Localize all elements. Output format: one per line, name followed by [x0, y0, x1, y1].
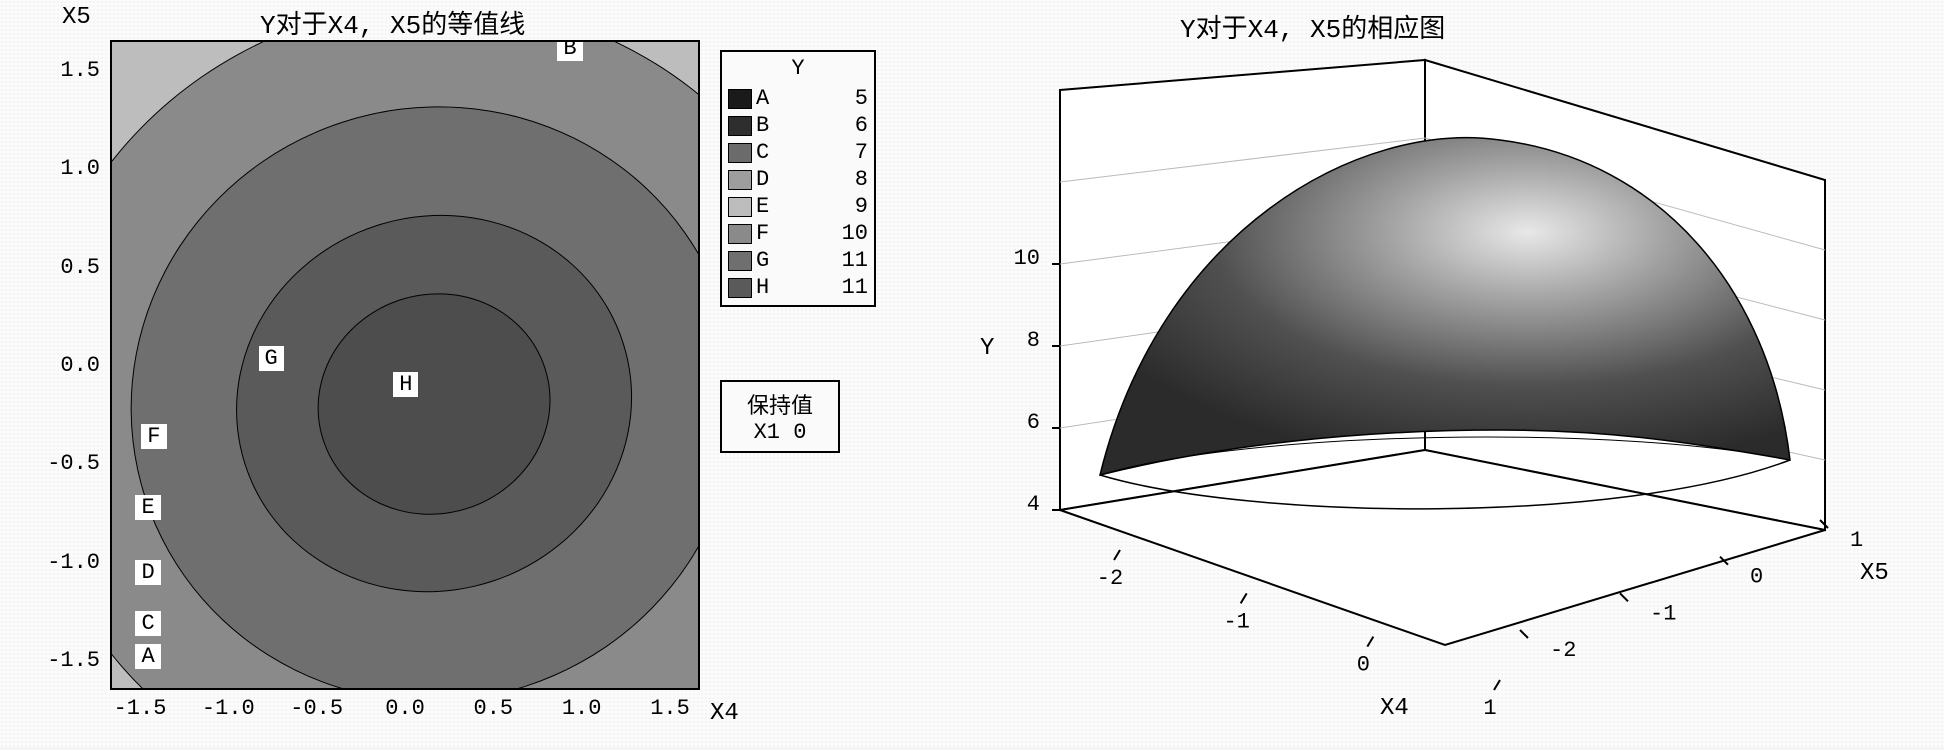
svg-text:0: 0 [1750, 565, 1763, 590]
legend-swatch [728, 116, 752, 136]
legend-letter: B [756, 113, 776, 138]
legend-swatch [728, 143, 752, 163]
contour-band-label-F: F [141, 424, 166, 449]
contour-xtick: 0.0 [375, 696, 435, 721]
contour-plot-area: A B C D E F G H [110, 40, 700, 690]
legend-value: 9 [776, 194, 868, 219]
contour-xtick: -1.0 [198, 696, 258, 721]
svg-text:4: 4 [1027, 492, 1040, 517]
svg-text:0: 0 [1357, 653, 1370, 678]
legend-swatch [728, 251, 752, 271]
legend-title: Y [728, 56, 868, 81]
contour-band-label-A: A [135, 644, 160, 669]
surface-x5-label: X5 [1860, 560, 1889, 587]
legend-value: 6 [776, 113, 868, 138]
hold-value: X1 0 [732, 420, 828, 445]
x-axis-label-contour: X4 [710, 700, 739, 727]
surface-y-label: Y [980, 335, 994, 362]
contour-ytick: 1.5 [20, 58, 100, 83]
legend-swatch [728, 170, 752, 190]
svg-text:-1: -1 [1650, 601, 1676, 626]
svg-text:1: 1 [1850, 528, 1863, 553]
surface-x4-label: X4 [1380, 695, 1409, 722]
hold-values-box: 保持值 X1 0 [720, 380, 840, 453]
legend-letter: E [756, 194, 776, 219]
legend-value: 7 [776, 140, 868, 165]
legend-letter: C [756, 140, 776, 165]
contour-band-label-G: G [259, 346, 284, 371]
legend-row-G: G11 [728, 247, 868, 274]
legend-letter: A [756, 86, 776, 111]
contour-band-label-C: C [135, 611, 160, 636]
legend-swatch [728, 224, 752, 244]
surface-plot: 4 6 8 10 -2 -1 0 1 -2 -1 0 1 [900, 30, 1944, 750]
legend-value: 5 [776, 86, 868, 111]
legend-swatch [728, 89, 752, 109]
legend-letter: G [756, 248, 776, 273]
legend-swatch [728, 278, 752, 298]
legend-letter: D [756, 167, 776, 192]
surface-panel: Y对于X4, X5的相应图 4681 [900, 0, 1944, 747]
legend-row-H: H11 [728, 274, 868, 301]
contour-ytick: 0.5 [20, 255, 100, 280]
contour-band-label-D: D [135, 560, 160, 585]
legend-swatch [728, 197, 752, 217]
contour-xtick: 0.5 [463, 696, 523, 721]
legend-letter: H [756, 275, 776, 300]
surface-yticks: 4 6 8 10 [1014, 246, 1060, 517]
contour-panel: Y对于X4, X5的等值线 X5 X4 ABCDEFGH -1.5-1.0-0.… [0, 0, 900, 747]
contour-ytick: -1.0 [20, 550, 100, 575]
hold-title: 保持值 [732, 388, 828, 420]
svg-text:1: 1 [1483, 696, 1496, 721]
legend-row-E: E9 [728, 193, 868, 220]
contour-legend: Y A5B6C7D8E9F10G11H11 [720, 50, 876, 307]
contour-ytick: -0.5 [20, 451, 100, 476]
contour-xtick: 1.5 [640, 696, 700, 721]
contour-xtick: -0.5 [287, 696, 347, 721]
legend-value: 11 [776, 248, 868, 273]
contour-ytick: -1.5 [20, 648, 100, 673]
contour-xtick: 1.0 [552, 696, 612, 721]
contour-title: Y对于X4, X5的等值线 [260, 4, 525, 41]
svg-text:-1: -1 [1223, 609, 1249, 634]
legend-letter: F [756, 221, 776, 246]
legend-row-B: B6 [728, 112, 868, 139]
legend-value: 11 [776, 275, 868, 300]
svg-text:10: 10 [1014, 246, 1040, 271]
contour-ytick: 1.0 [20, 156, 100, 181]
legend-row-A: A5 [728, 85, 868, 112]
legend-row-C: C7 [728, 139, 868, 166]
svg-text:-2: -2 [1550, 638, 1576, 663]
contour-band-label-H: H [393, 372, 418, 397]
svg-text:8: 8 [1027, 328, 1040, 353]
legend-value: 8 [776, 167, 868, 192]
contour-band-label-E: E [135, 495, 160, 520]
contour-band-label-B: B [557, 40, 582, 61]
contour-ytick: 0.0 [20, 353, 100, 378]
legend-row-F: F10 [728, 220, 868, 247]
svg-text:6: 6 [1027, 410, 1040, 435]
legend-value: 10 [776, 221, 868, 246]
contour-xtick: -1.5 [110, 696, 170, 721]
legend-row-D: D8 [728, 166, 868, 193]
svg-text:-2: -2 [1097, 566, 1123, 591]
y-axis-label-contour: X5 [62, 4, 91, 31]
